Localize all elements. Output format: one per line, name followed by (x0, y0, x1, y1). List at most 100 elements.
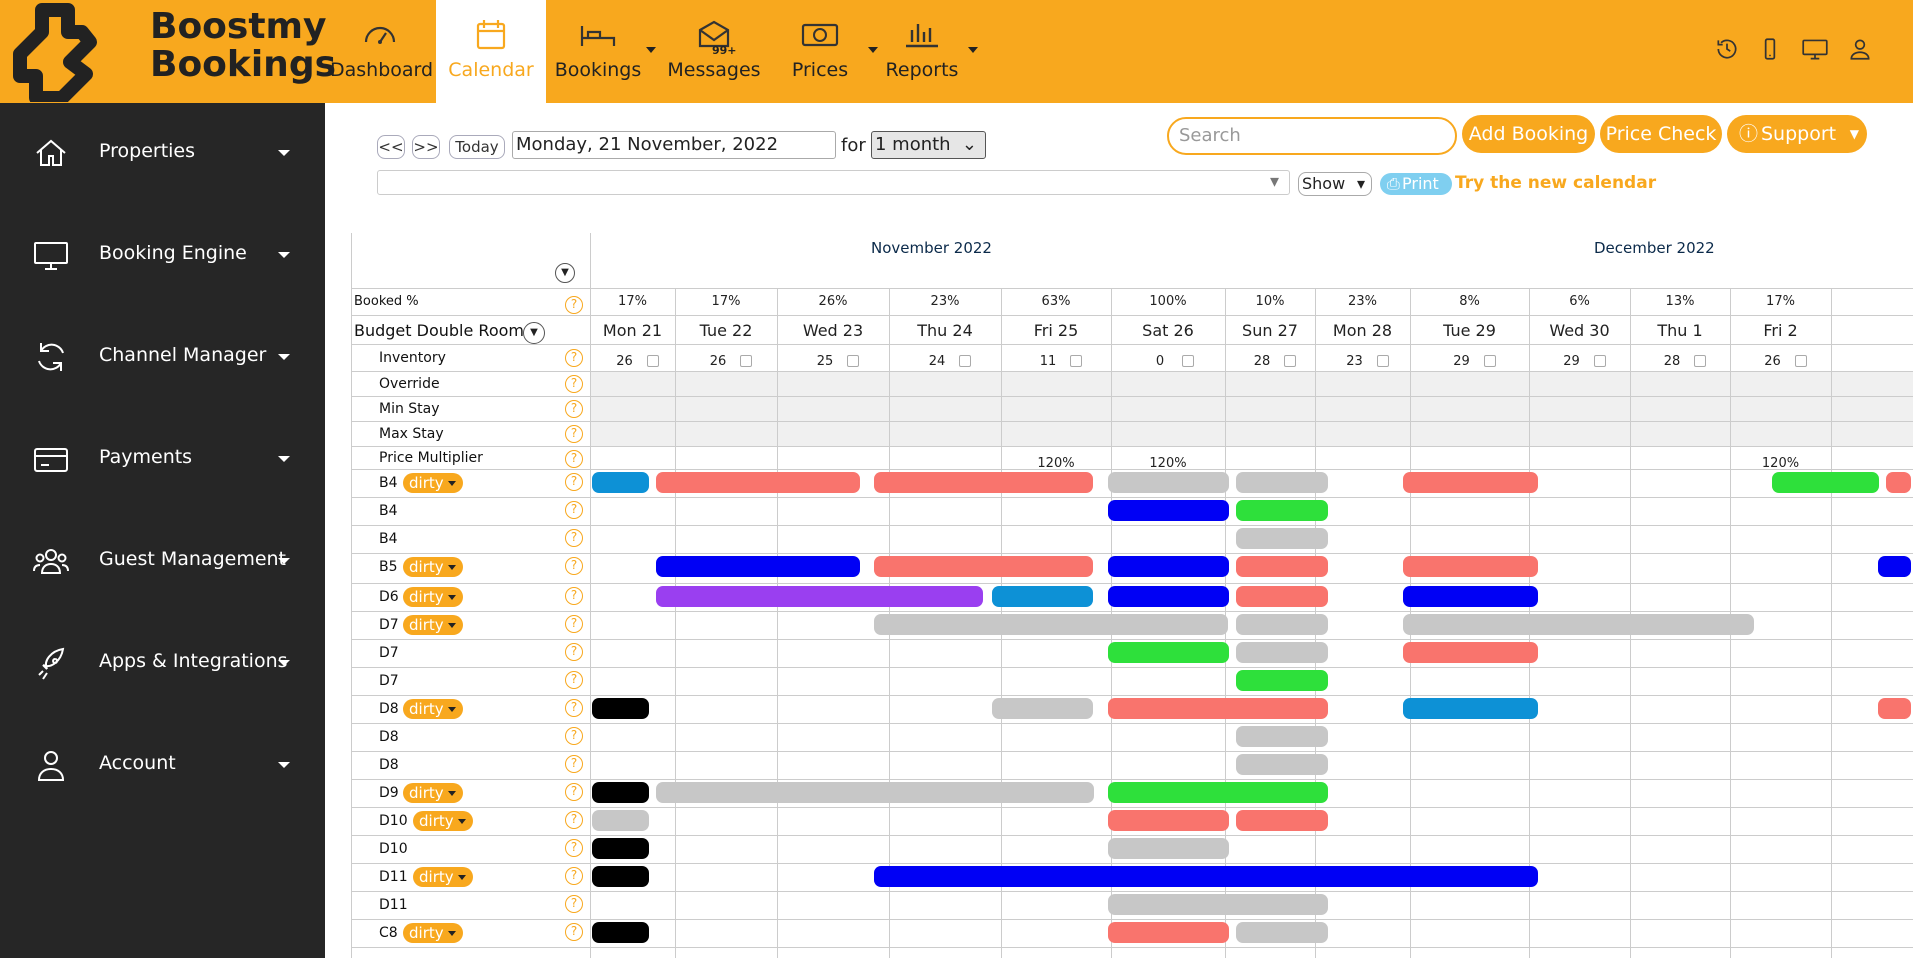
nav-prices[interactable]: Prices (770, 0, 878, 103)
booking-bar[interactable] (1107, 556, 1229, 577)
print-button[interactable]: ⎙ Print (1380, 173, 1452, 195)
help-icon[interactable]: ? (565, 375, 583, 393)
booking-bar[interactable] (1236, 472, 1329, 493)
support-button[interactable]: ⓘ Support ▼ (1727, 115, 1867, 153)
help-icon[interactable]: ? (565, 587, 583, 605)
date-input[interactable]: Monday, 21 November, 2022 (512, 131, 836, 159)
sidebar-item-channel-manager[interactable]: Channel Manager (0, 327, 325, 387)
booking-bar[interactable] (1107, 782, 1329, 803)
help-icon[interactable]: ? (565, 671, 583, 689)
dirty-status-badge[interactable]: dirty (403, 783, 463, 803)
booking-bar[interactable] (655, 782, 1094, 803)
dirty-status-badge[interactable]: dirty (403, 557, 463, 577)
dirty-status-badge[interactable]: dirty (403, 699, 463, 719)
next-button[interactable]: >> (412, 135, 440, 159)
help-icon[interactable]: ? (565, 839, 583, 857)
booking-bar[interactable] (1772, 472, 1880, 493)
nav-messages[interactable]: Messages 99+ (664, 0, 764, 103)
help-icon[interactable]: ? (565, 727, 583, 745)
help-icon[interactable]: ? (565, 349, 583, 367)
sidebar-item-payments[interactable]: Payments (0, 429, 325, 489)
suitcase-icon[interactable] (1284, 355, 1296, 367)
show-dropdown[interactable]: Show ▾ (1298, 172, 1372, 196)
collapse-toggle[interactable]: ▼ (555, 263, 575, 283)
help-icon[interactable]: ? (565, 699, 583, 717)
user-account-icon[interactable] (1847, 36, 1873, 62)
booking-bar[interactable] (1402, 698, 1539, 719)
booking-bar[interactable] (1107, 472, 1229, 493)
booking-bar[interactable] (1236, 810, 1329, 831)
nav-bookings[interactable]: Bookings (548, 0, 656, 103)
help-icon[interactable]: ? (565, 895, 583, 913)
help-icon[interactable]: ? (565, 755, 583, 773)
booking-bar[interactable] (592, 782, 649, 803)
booking-bar[interactable] (655, 586, 984, 607)
room-menu-toggle[interactable]: ▼ (523, 322, 545, 344)
mobile-icon[interactable] (1757, 36, 1783, 62)
booking-bar[interactable] (1886, 472, 1911, 493)
suitcase-icon[interactable] (646, 355, 659, 367)
suitcase-icon[interactable] (1593, 355, 1606, 367)
history-icon[interactable] (1714, 36, 1740, 62)
new-calendar-link[interactable]: Try the new calendar (1455, 173, 1657, 193)
booking-bar[interactable] (592, 922, 649, 943)
help-icon[interactable]: ? (565, 501, 583, 519)
help-icon[interactable]: ? (565, 473, 583, 491)
help-icon[interactable]: ? (565, 923, 583, 941)
help-icon[interactable]: ? (565, 643, 583, 661)
suitcase-icon[interactable] (1483, 355, 1496, 367)
help-icon[interactable]: ? (565, 400, 583, 418)
prev-button[interactable]: << (377, 135, 405, 159)
search-input[interactable]: Search (1167, 117, 1457, 155)
add-booking-button[interactable]: Add Booking (1462, 115, 1595, 153)
sidebar-item-apps-integrations[interactable]: Apps & Integrations (0, 633, 325, 693)
sidebar-item-account[interactable]: Account (0, 735, 325, 795)
booking-bar[interactable] (874, 556, 1094, 577)
booking-bar[interactable] (874, 472, 1094, 493)
booking-bar[interactable] (991, 586, 1094, 607)
dirty-status-badge[interactable]: dirty (403, 473, 463, 493)
help-icon[interactable]: ? (565, 557, 583, 575)
booking-bar[interactable] (1107, 586, 1229, 607)
suitcase-icon[interactable] (1070, 355, 1082, 367)
booking-bar[interactable] (1236, 922, 1329, 943)
booking-bar[interactable] (1236, 642, 1329, 663)
sidebar-item-guest-management[interactable]: Guest Management (0, 531, 325, 591)
help-icon[interactable]: ? (565, 450, 583, 468)
dirty-status-badge[interactable]: dirty (403, 923, 463, 943)
help-icon[interactable]: ? (565, 615, 583, 633)
suitcase-icon[interactable] (1694, 355, 1706, 367)
booking-bar[interactable] (1878, 698, 1911, 719)
booking-bar[interactable] (1107, 922, 1229, 943)
dirty-status-badge[interactable]: dirty (403, 587, 463, 607)
booking-bar[interactable] (1107, 894, 1329, 915)
suitcase-icon[interactable] (740, 355, 752, 367)
booking-bar[interactable] (991, 698, 1094, 719)
booking-bar[interactable] (1402, 556, 1539, 577)
dirty-status-badge[interactable]: dirty (413, 811, 473, 831)
booking-bar[interactable] (1107, 838, 1229, 859)
booking-bar[interactable] (874, 866, 1539, 887)
booking-bar[interactable] (1236, 614, 1329, 635)
booking-bar[interactable] (1107, 500, 1229, 521)
dirty-status-badge[interactable]: dirty (413, 867, 473, 887)
booking-bar[interactable] (1402, 472, 1539, 493)
booking-bar[interactable] (592, 472, 649, 493)
sidebar-item-properties[interactable]: Properties (0, 123, 325, 183)
booking-bar[interactable] (1236, 754, 1329, 775)
sidebar-item-booking-engine[interactable]: Booking Engine (0, 225, 325, 285)
help-icon[interactable]: ? (565, 529, 583, 547)
booking-bar[interactable] (1402, 586, 1539, 607)
suitcase-icon[interactable] (1182, 355, 1194, 367)
booking-bar[interactable] (592, 866, 649, 887)
booking-bar[interactable] (1236, 500, 1329, 521)
booking-bar[interactable] (874, 614, 1229, 635)
suitcase-icon[interactable] (959, 355, 971, 367)
help-icon[interactable]: ? (565, 425, 583, 443)
booking-bar[interactable] (1878, 556, 1911, 577)
booking-bar[interactable] (592, 838, 649, 859)
booking-bar[interactable] (1107, 698, 1329, 719)
help-icon[interactable]: ? (565, 867, 583, 885)
booking-bar[interactable] (1402, 642, 1539, 663)
booking-bar[interactable] (1107, 642, 1229, 663)
